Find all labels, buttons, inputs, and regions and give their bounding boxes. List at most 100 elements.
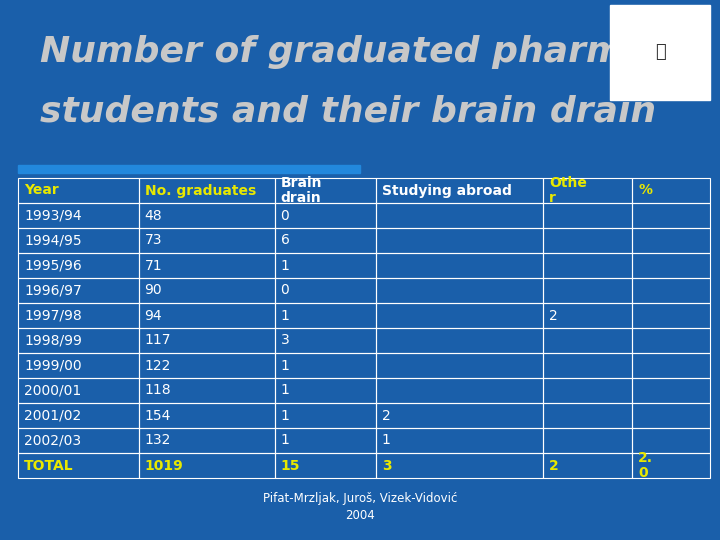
Text: students and their brain drain: students and their brain drain [40,95,656,129]
Bar [632,203,710,228]
Bar [274,428,376,453]
Text: 94: 94 [145,308,162,322]
Text: 1999/00: 1999/00 [24,359,81,373]
Bar [376,203,543,228]
Text: Pifat-Mrzljak, Juroš, Vizek-Vidović
2004: Pifat-Mrzljak, Juroš, Vizek-Vidović 2004 [263,492,457,522]
Bar [543,228,632,253]
Bar [18,403,138,428]
Bar [632,453,710,478]
Text: 15: 15 [281,458,300,472]
Bar [274,203,376,228]
Text: 1: 1 [281,359,289,373]
Bar [18,428,138,453]
Bar [274,328,376,353]
Bar [138,328,274,353]
Text: 2000/01: 2000/01 [24,383,81,397]
Text: 2001/02: 2001/02 [24,408,81,422]
Bar [632,378,710,403]
Text: 1: 1 [382,434,390,448]
Text: 2002/03: 2002/03 [24,434,81,448]
Bar [632,428,710,453]
Bar [632,403,710,428]
Bar [543,403,632,428]
Bar [632,178,710,203]
Bar [138,278,274,303]
Text: 1993/94: 1993/94 [24,208,81,222]
Text: 73: 73 [145,233,162,247]
Bar [274,303,376,328]
Bar [274,453,376,478]
Bar [376,253,543,278]
Bar [543,378,632,403]
Text: 1994/95: 1994/95 [24,233,81,247]
Text: Brain
drain: Brain drain [281,176,322,205]
Text: TOTAL: TOTAL [24,458,73,472]
Bar [18,278,138,303]
Text: 132: 132 [145,434,171,448]
Bar [18,353,138,378]
Text: %: % [638,184,652,198]
Bar [274,228,376,253]
Text: 6: 6 [281,233,289,247]
Bar [376,353,543,378]
Text: 122: 122 [145,359,171,373]
Bar [543,353,632,378]
Text: ⛪: ⛪ [654,44,665,62]
Text: Year: Year [24,184,59,198]
Bar [274,253,376,278]
Text: 117: 117 [145,334,171,348]
Bar [274,378,376,403]
Bar [18,165,360,173]
Text: 154: 154 [145,408,171,422]
Bar [543,453,632,478]
Bar [138,353,274,378]
Text: 3: 3 [281,334,289,348]
Bar [632,328,710,353]
Bar [376,278,543,303]
Bar [376,453,543,478]
Text: 1995/96: 1995/96 [24,259,82,273]
Text: 1: 1 [281,434,289,448]
Bar [18,453,138,478]
Bar [376,378,543,403]
Bar [274,178,376,203]
Bar [274,278,376,303]
Bar [274,353,376,378]
Text: 1996/97: 1996/97 [24,284,82,298]
Bar [18,253,138,278]
Bar [18,228,138,253]
Bar [632,353,710,378]
Text: Number of graduated pharmacy: Number of graduated pharmacy [40,35,693,69]
Bar [138,303,274,328]
Text: 3: 3 [382,458,391,472]
Text: 2.
0: 2. 0 [638,451,653,480]
Bar [376,428,543,453]
Text: 0: 0 [281,284,289,298]
Bar [138,378,274,403]
Text: 1: 1 [281,408,289,422]
Bar [610,5,710,100]
Bar [632,228,710,253]
Bar [376,403,543,428]
Bar [543,178,632,203]
Text: 1: 1 [281,259,289,273]
Text: 90: 90 [145,284,162,298]
Bar [632,253,710,278]
Text: 2: 2 [382,408,390,422]
Bar [543,428,632,453]
Text: 71: 71 [145,259,162,273]
Bar [18,178,138,203]
Bar [376,303,543,328]
Text: 0: 0 [281,208,289,222]
Bar [138,178,274,203]
Bar [543,203,632,228]
Bar [18,378,138,403]
Bar [138,203,274,228]
Bar [138,428,274,453]
Bar [138,253,274,278]
Text: No. graduates: No. graduates [145,184,256,198]
Bar [18,303,138,328]
Text: 1019: 1019 [145,458,184,472]
Bar [138,453,274,478]
Text: 2: 2 [549,458,559,472]
